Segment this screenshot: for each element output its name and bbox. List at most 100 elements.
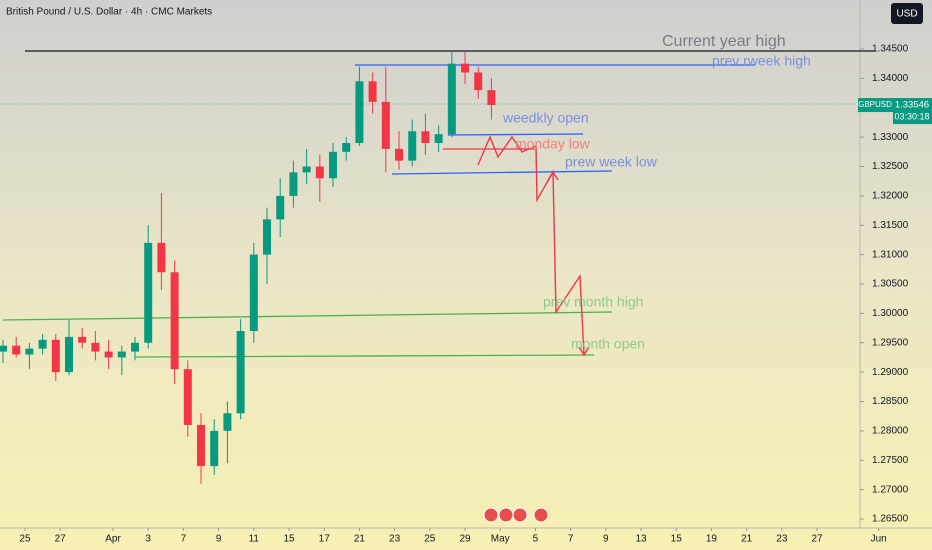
annotation: prev month high: [543, 294, 643, 310]
y-tick-label: 1.30500: [872, 279, 909, 290]
x-tick-label: 17: [319, 534, 331, 545]
x-tick-label: 21: [354, 534, 366, 545]
x-tick-label: 19: [706, 534, 718, 545]
candle-body: [38, 339, 47, 349]
candle-body: [315, 166, 324, 179]
x-tick-label: 7: [181, 534, 187, 545]
x-tick-label: 15: [671, 534, 683, 545]
candle-body: [64, 336, 73, 373]
candle-body: [487, 90, 496, 106]
candle-body: [144, 242, 153, 343]
annotation: prew week low: [565, 154, 658, 170]
y-tick-label: 1.33000: [872, 132, 909, 143]
x-tick-label: 27: [55, 534, 67, 545]
arrow-head: [578, 346, 590, 357]
candle-body: [263, 219, 272, 255]
candle-body: [170, 272, 179, 370]
candle-body: [474, 72, 483, 91]
candle-body: [329, 151, 338, 179]
projection-path: [477, 135, 585, 356]
candle-body: [183, 369, 192, 426]
event-icon[interactable]: [512, 507, 528, 523]
y-tick-label: 1.27500: [872, 455, 909, 466]
candle-body: [78, 336, 87, 343]
y-tick-label: 1.32000: [872, 191, 909, 202]
candle-body: [302, 166, 311, 173]
x-tick-label: 25: [424, 534, 436, 545]
x-tick-label: 23: [389, 534, 401, 545]
candle-body: [0, 345, 7, 352]
month-open-line: [134, 354, 595, 358]
y-tick-label: 1.32500: [872, 161, 909, 172]
annotation: month open: [571, 336, 645, 352]
candle-body: [289, 172, 298, 196]
x-tick-label: 9: [603, 534, 609, 545]
y-tick-label: 1.28000: [872, 426, 909, 437]
candle-body: [381, 101, 390, 149]
currency-button[interactable]: [891, 3, 923, 24]
y-tick-label: 1.26500: [872, 514, 909, 525]
annotation: Current year high: [662, 33, 786, 50]
x-tick-label: 13: [635, 534, 647, 545]
symbol-tag: GBPUSD: [858, 100, 892, 109]
chart-title: British Pound / U.S. Dollar · 4h · CMC M…: [6, 7, 212, 18]
candle-body: [210, 430, 219, 467]
candle-body: [236, 331, 245, 414]
y-tick-label: 1.29000: [872, 367, 909, 378]
currency-label[interactable]: USD: [896, 9, 917, 20]
y-tick-label: 1.34500: [872, 44, 909, 55]
y-tick-label: 1.27000: [872, 484, 909, 495]
candle-body: [421, 131, 430, 144]
y-tick-label: 1.28500: [872, 396, 909, 407]
x-tick-label: 3: [145, 534, 151, 545]
candle-body: [197, 425, 206, 467]
annotation: monday low: [515, 136, 591, 152]
annotation: prev rweek high: [712, 53, 811, 69]
candle-body: [249, 254, 258, 332]
y-tick-label: 1.29500: [872, 337, 909, 348]
countdown: 03:30:18: [894, 111, 929, 121]
x-tick-label: 5: [533, 534, 539, 545]
prev-month-high-line: [2, 311, 613, 321]
candle-body: [157, 242, 166, 273]
event-icon[interactable]: [483, 507, 499, 523]
x-tick-label: Apr: [105, 534, 121, 545]
y-tick-label: 1.31000: [872, 249, 909, 260]
x-tick-label: 27: [811, 534, 823, 545]
x-tick-label: 7: [568, 534, 574, 545]
candle-body: [91, 342, 100, 352]
candle-body: [368, 81, 377, 102]
x-tick-label: 11: [249, 534, 260, 545]
x-tick-label: 25: [19, 534, 31, 545]
x-tick-label: May: [491, 534, 510, 545]
candle-body: [408, 131, 417, 161]
candle-body: [342, 143, 351, 152]
candle-body: [131, 342, 140, 352]
plot: [0, 51, 496, 484]
candle-body: [51, 339, 60, 373]
event-icon[interactable]: [498, 507, 514, 523]
candle-body: [25, 348, 34, 355]
candle-body: [434, 134, 443, 144]
last-price-label: 1.33546: [895, 100, 929, 111]
last-price-bg: [893, 98, 932, 125]
event-icons: [483, 507, 549, 523]
y-tick-label: 1.34000: [872, 73, 909, 84]
candle-body: [104, 351, 113, 358]
event-icon[interactable]: [533, 507, 549, 523]
candle-body: [12, 345, 21, 355]
y-tick-label: 1.31500: [872, 220, 909, 231]
arrow-head: [547, 170, 559, 181]
x-tick-label: 21: [741, 534, 753, 545]
x-tick-label: 9: [216, 534, 222, 545]
symbol-tag-bg: [858, 98, 893, 113]
annotation: weedkly open: [502, 110, 589, 126]
y-tick-label: 1.30000: [872, 308, 909, 319]
prev-week-low-line: [391, 170, 613, 175]
weekly-open-line: [447, 133, 584, 136]
x-tick-label: 29: [459, 534, 471, 545]
candle-body: [276, 195, 285, 220]
x-tick-label: 15: [283, 534, 295, 545]
